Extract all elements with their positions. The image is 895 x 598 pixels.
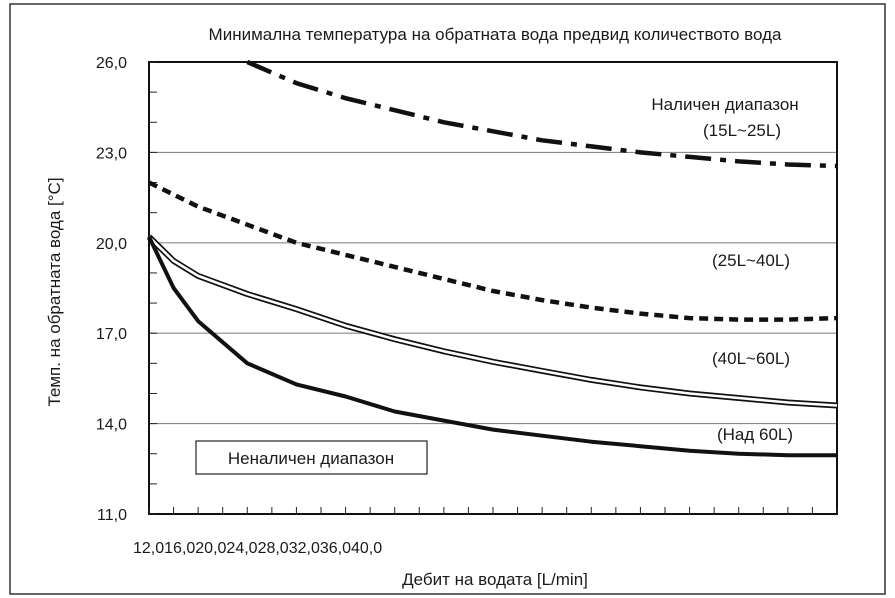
chart-title: Минимална температура на обратната вода … bbox=[209, 25, 782, 44]
annotation-series-2: (25L~40L) bbox=[712, 251, 790, 270]
annotation-series-4: (Над 60L) bbox=[717, 425, 793, 444]
y-tick-label: 14,0 bbox=[96, 417, 127, 434]
series-4-line bbox=[147, 235, 837, 458]
figure-frame bbox=[9, 3, 886, 595]
series-1-line bbox=[246, 59, 838, 169]
y-ticks: 26,0 23,0 20,0 17,0 14,0 11,0 bbox=[96, 55, 157, 524]
y-tick-label: 20,0 bbox=[96, 236, 127, 253]
x-tick-labels: 12,016,020,024,028,032,036,040,0 bbox=[133, 540, 382, 557]
series-2-line bbox=[148, 180, 838, 322]
y-tick-label: 11,0 bbox=[97, 507, 127, 524]
grid bbox=[149, 151, 837, 425]
y-tick-label: 17,0 bbox=[96, 326, 127, 343]
unavailable-range-label: Неналичен диапазон bbox=[228, 449, 394, 468]
annotation-available-title: Наличен диапазон bbox=[651, 95, 798, 114]
x-axis-label: Дебит на водата [L/min] bbox=[402, 570, 588, 589]
y-axis-label: Темп. на обратната вода [°C] bbox=[45, 177, 64, 406]
unavailable-range-box bbox=[195, 440, 428, 475]
annotation-series-1: (15L~25L) bbox=[703, 121, 781, 140]
annotation-series-3: (40L~60L) bbox=[712, 349, 790, 368]
y-tick-label: 26,0 bbox=[96, 55, 127, 72]
x-ticks bbox=[148, 507, 838, 514]
series-layer bbox=[146, 59, 838, 458]
y-tick-label: 23,0 bbox=[96, 145, 127, 162]
series-3-line-inner bbox=[148, 235, 838, 407]
